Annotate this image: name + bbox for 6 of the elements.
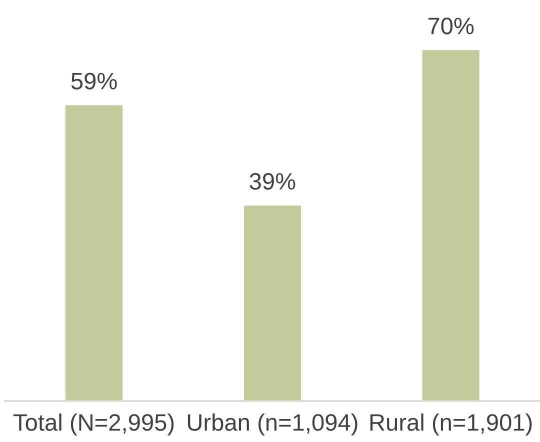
data-label: 59% (71, 72, 117, 90)
x-tick-label: Rural (n=1,901) (370, 413, 532, 436)
data-label: 39% (250, 173, 296, 190)
x-tick-label: Urban (n=1,094) (188, 413, 358, 436)
data-label: 70% (428, 18, 474, 34)
x-tick-label: Total (N=2,995) (14, 413, 174, 436)
